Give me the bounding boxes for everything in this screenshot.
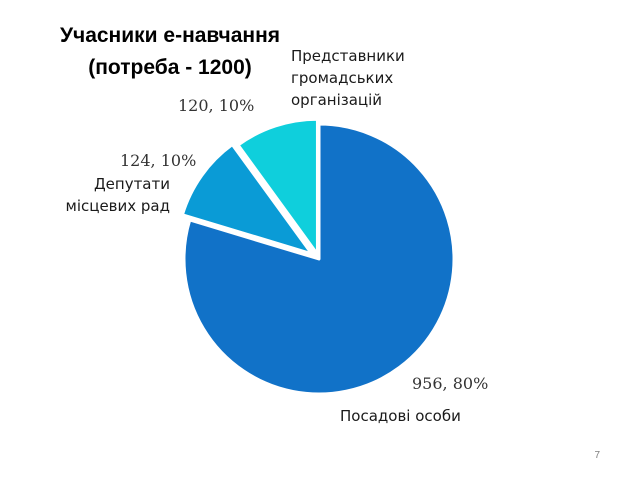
pie-slice-officials: [182, 122, 456, 396]
category-label-deputies-line-2: місцевих рад: [65, 197, 171, 215]
chart-title-line-1: Учасники е-навчання: [59, 24, 281, 47]
category-label-representatives: Представники громадських організацій: [291, 45, 405, 111]
category-label-representatives-line-2: громадських: [291, 69, 394, 87]
value-label-representatives: 120, 10%: [178, 96, 255, 115]
category-label-deputies-line-1: Депутати: [93, 175, 170, 193]
category-label-representatives-line-1: Представники: [291, 47, 405, 65]
value-label-officials: 956, 80%: [412, 374, 489, 393]
value-label-deputies: 124, 10%: [120, 151, 197, 170]
pie-slice-deputies: [180, 143, 314, 256]
page-number: 7: [594, 450, 600, 461]
category-label-officials: Посадові особи: [340, 405, 461, 427]
chart-title: Учасники е-навчання (потреба - 1200): [40, 20, 300, 84]
category-label-representatives-line-3: організацій: [291, 91, 383, 109]
pie-slice-representatives: [236, 117, 319, 256]
chart-title-line-2: (потреба - 1200): [88, 56, 252, 79]
category-label-officials-line-1: Посадові особи: [340, 407, 461, 425]
category-label-deputies: Депутати місцевих рад: [50, 173, 171, 217]
